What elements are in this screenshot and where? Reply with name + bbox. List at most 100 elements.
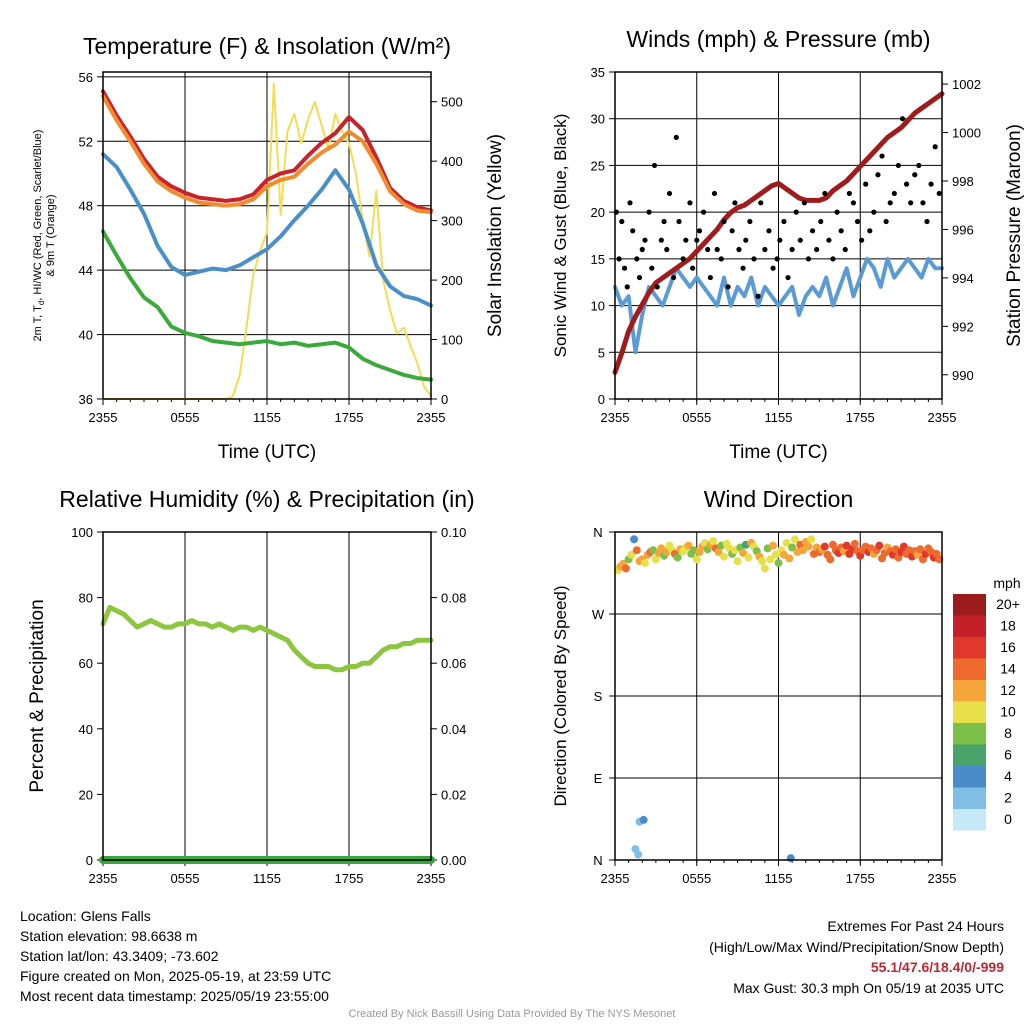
legend-label: 14	[1000, 661, 1016, 677]
legend-swatch	[953, 787, 986, 809]
gust-point	[916, 162, 922, 169]
y2-tick-label: 0.06	[441, 656, 466, 671]
plot-border	[614, 531, 943, 861]
direction-point	[771, 550, 780, 559]
x-tick-label: 2355	[601, 410, 630, 425]
legend-label: 18	[1000, 618, 1016, 634]
gust-point	[740, 265, 746, 271]
gust-point	[651, 162, 658, 169]
y2-tick-label: 0.00	[441, 853, 466, 868]
x-tick-label: 2355	[89, 871, 118, 886]
series-pressure	[612, 91, 945, 375]
y2-tick-label: 990	[952, 368, 974, 383]
gust-point	[822, 190, 828, 197]
gust-point	[818, 218, 824, 225]
gust-point	[859, 237, 865, 243]
extremes-values: 55.1/47.6/18.4/0/-999	[870, 959, 1004, 975]
gust-point	[805, 256, 812, 262]
gust-point	[903, 181, 910, 187]
x-axis-label: Time (UTC)	[218, 442, 317, 463]
gust-point	[932, 144, 938, 150]
gust-point	[785, 274, 791, 281]
y-axis-label-line1b: , HI/WC (Red, Green, Scarlet/Blue)	[32, 130, 44, 301]
y-tick-label: 5	[598, 345, 605, 360]
gust-point	[630, 228, 636, 234]
y2-tick-label: 0	[441, 392, 448, 407]
station-latlon: Station lat/lon: 43.3409; -73.602	[20, 948, 219, 964]
direction-point	[807, 535, 816, 544]
plot-border	[614, 71, 943, 400]
direction-point	[744, 553, 753, 562]
gust-point	[732, 200, 738, 206]
gust-point	[758, 200, 764, 206]
gust-point	[664, 246, 670, 253]
direction-point	[640, 558, 649, 567]
direction-point	[684, 541, 693, 550]
y2-tick-label: 0.08	[441, 591, 466, 606]
gust-point	[673, 134, 679, 140]
direction-point	[639, 815, 648, 824]
direction-point	[785, 554, 794, 563]
legend-swatch	[953, 809, 986, 831]
gust-point	[751, 256, 757, 262]
y-tick-label: 52	[79, 134, 93, 149]
x-tick-label: 1155	[253, 871, 281, 886]
x-axis-label: Time (UTC)	[729, 442, 828, 463]
gust-point	[899, 116, 906, 122]
y-tick-label: N	[593, 525, 602, 540]
direction-point	[786, 854, 795, 863]
x-tick-label: 1755	[846, 871, 875, 886]
y2-tick-label: 0.04	[441, 722, 466, 737]
y-axis-label-sub: d	[37, 301, 46, 305]
y-tick-label: 35	[591, 65, 605, 80]
gust-point	[854, 218, 861, 225]
legend-swatch	[953, 723, 986, 745]
gust-point	[846, 190, 852, 197]
gust-point	[883, 218, 889, 225]
direction-point	[733, 557, 742, 566]
panel-humidity: 2355 0555 1155 1755 2355 Relative Humidity (%…	[27, 486, 475, 886]
legend-swatch	[953, 594, 986, 616]
x-tick-label: 0555	[171, 871, 200, 886]
y-tick-label: 60	[79, 656, 93, 671]
y2-tick-label: 996	[952, 222, 974, 237]
x-tick-label: 2355	[928, 410, 957, 425]
gust-point	[729, 228, 735, 234]
x-tick-label: 1755	[846, 410, 875, 425]
y2-tick-label: 998	[952, 174, 974, 189]
gust-point	[826, 237, 832, 243]
x-tick-label: 1755	[335, 410, 364, 425]
gust-point	[924, 218, 930, 225]
gust-point	[770, 265, 776, 271]
plot-border	[102, 71, 432, 400]
y-tick-label: S	[594, 689, 603, 704]
gust-point	[793, 209, 799, 215]
direction-point	[760, 564, 769, 573]
y-tick-label: 20	[79, 787, 93, 802]
direction-point	[804, 542, 813, 551]
y-tick-label: 56	[79, 70, 93, 85]
legend-swatch	[953, 744, 986, 766]
y-tick-label: 100	[71, 525, 93, 540]
series-temp_9m	[101, 94, 433, 215]
direction-point	[774, 558, 783, 567]
direction-point	[673, 553, 682, 562]
gust-point	[838, 228, 844, 234]
legend-label: 16	[1000, 639, 1016, 655]
direction-point	[916, 545, 925, 554]
gust-point	[830, 256, 836, 262]
panel-temperature: 2355 0555 1155 1755 2355 Temperature (F) & In…	[32, 33, 506, 463]
y-tick-label: 15	[591, 252, 605, 267]
direction-point	[790, 535, 799, 544]
gust-point	[879, 153, 885, 159]
x-tick-label: 2355	[417, 871, 446, 886]
recent-timestamp: Most recent data timestamp: 2025/05/19 2…	[20, 988, 329, 1004]
gust-point	[621, 265, 628, 271]
gust-point	[624, 284, 630, 290]
y-tick-label: 80	[79, 591, 93, 606]
station-location: Location: Glens Falls	[20, 908, 151, 924]
gust-point	[920, 200, 926, 206]
gust-point	[683, 237, 689, 243]
legend-label: 6	[1004, 747, 1012, 763]
max-gust: Max Gust: 30.3 mph On 05/19 at 2035 UTC	[733, 979, 1004, 996]
